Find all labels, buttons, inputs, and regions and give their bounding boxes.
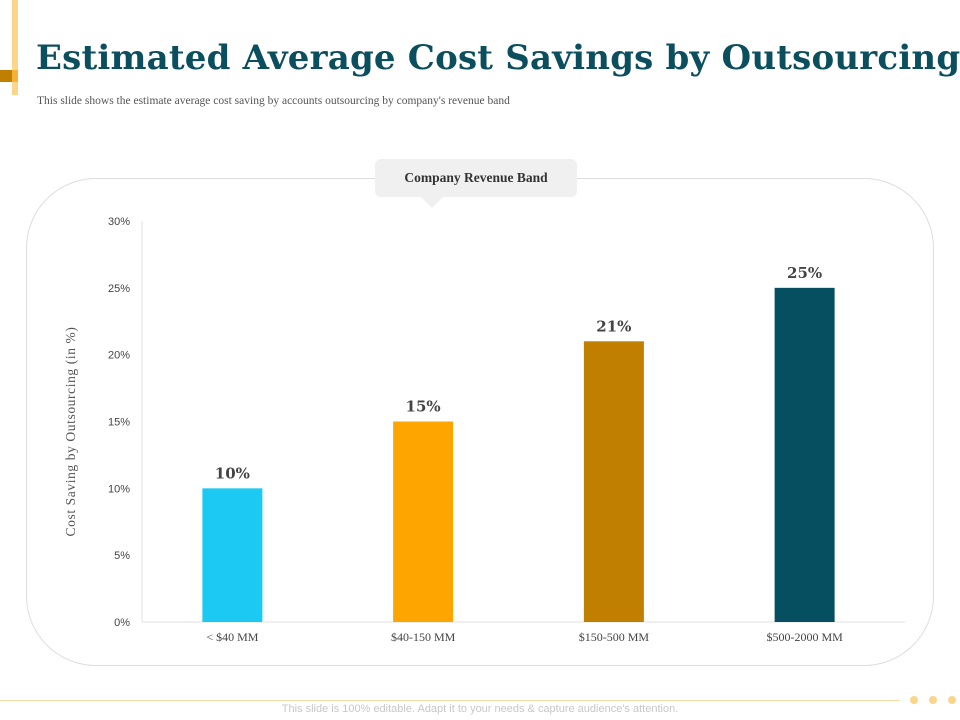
accent-bar-dark — [12, 70, 18, 82]
x-tick-label: < $40 MM — [206, 630, 258, 644]
page-subtitle: This slide shows the estimate average co… — [37, 95, 510, 107]
footer-divider — [0, 700, 900, 701]
y-tick-label: 10% — [108, 483, 130, 495]
footer-text: This slide is 100% editable. Adapt it to… — [281, 703, 679, 715]
x-tick-label: $500-2000 MM — [766, 630, 843, 644]
accent-bar-gold-tall — [12, 0, 18, 95]
footer-dot — [929, 696, 937, 704]
x-tick-label: $150-500 MM — [579, 630, 650, 644]
bar-value-label: 15% — [406, 398, 441, 416]
y-tick-label: 15% — [108, 417, 130, 429]
page-title: Estimated Average Cost Savings by Outsou… — [36, 38, 960, 78]
x-tick-label: $40-150 MM — [391, 630, 456, 644]
bar-value-label: 21% — [596, 317, 631, 335]
y-tick-label: 25% — [108, 283, 130, 295]
accent-bar-gold-short — [0, 70, 12, 82]
bar-value-label: 25% — [787, 264, 822, 282]
bar-value-label: 10% — [215, 464, 250, 482]
bar — [202, 488, 263, 622]
y-tick-label: 30% — [108, 216, 130, 228]
bar — [393, 421, 454, 622]
y-axis-title: Cost Saving by Outsourcing (in %) — [63, 327, 78, 537]
footer-dot — [948, 696, 956, 704]
y-tick-label: 0% — [114, 617, 130, 629]
bar — [583, 341, 644, 622]
callout-pointer — [420, 196, 444, 208]
bar — [774, 287, 835, 622]
chart-callout: Company Revenue Band — [375, 159, 577, 197]
y-tick-label: 5% — [114, 550, 130, 562]
footer-dot — [910, 696, 918, 704]
y-tick-label: 20% — [108, 350, 130, 362]
